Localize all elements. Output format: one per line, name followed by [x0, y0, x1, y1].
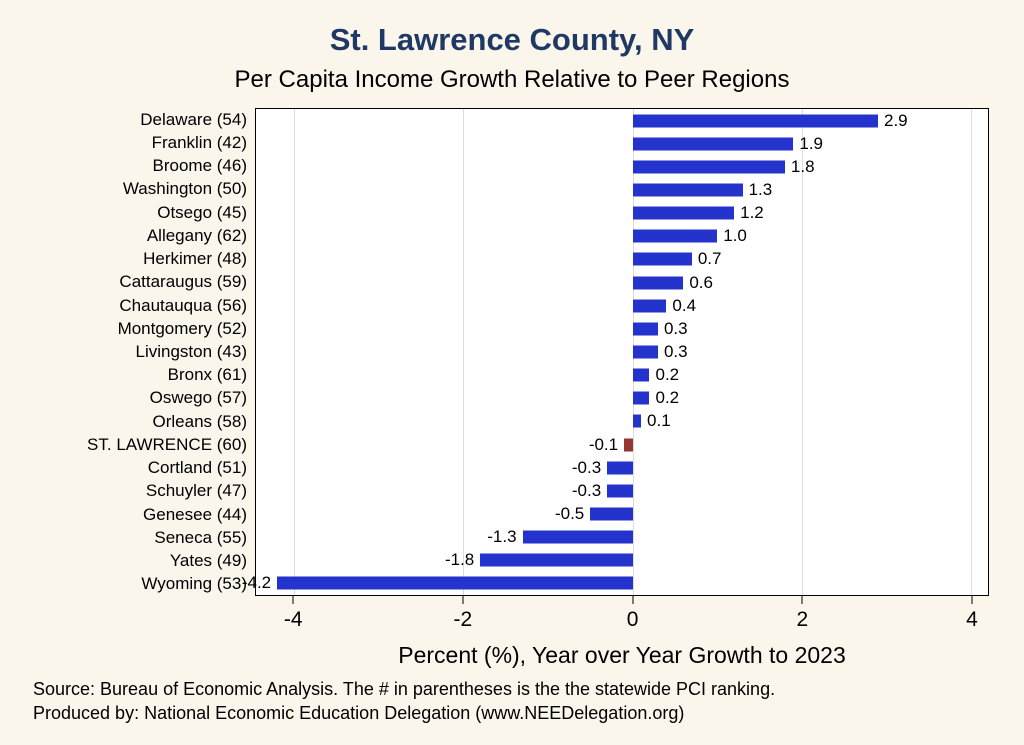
category-label: Orleans (58) — [152, 411, 247, 431]
x-tick-label: -2 — [453, 608, 473, 631]
x-axis-label: Percent (%), Year over Year Growth to 20… — [398, 642, 846, 668]
gridline — [971, 109, 973, 595]
category-label: Franklin (42) — [151, 132, 247, 152]
bar — [607, 484, 633, 498]
category-label: Wyoming (53) — [141, 574, 247, 594]
category-label: Broome (46) — [152, 156, 247, 176]
gridline — [463, 109, 465, 595]
category-label: Allegany (62) — [146, 225, 247, 245]
category-label: Schuyler (47) — [145, 481, 247, 501]
bar — [632, 414, 642, 428]
value-label: 2.9 — [883, 110, 908, 130]
bar — [632, 276, 684, 290]
footer-source: Source: Bureau of Economic Analysis. The… — [33, 679, 776, 699]
footer: Source: Bureau of Economic Analysis. The… — [33, 677, 775, 725]
x-tick — [801, 596, 803, 604]
category-label: Montgomery (52) — [117, 318, 247, 338]
category-label: Otsego (45) — [157, 202, 247, 222]
value-label: -1.3 — [487, 527, 517, 547]
footer-produced-by: Produced by: National Economic Education… — [33, 703, 685, 723]
category-label: Delaware (54) — [140, 109, 247, 129]
category-label: Genesee (44) — [143, 504, 247, 524]
bar — [632, 252, 692, 266]
category-label: ST. LAWRENCE (60) — [87, 434, 247, 454]
x-tick-label: 4 — [966, 608, 978, 631]
x-tick-label: -4 — [283, 608, 303, 631]
gridline — [294, 109, 296, 595]
bar — [590, 507, 633, 521]
value-label: -0.5 — [554, 504, 585, 523]
x-tick — [632, 596, 634, 604]
category-label: Cattaraugus (59) — [119, 272, 247, 292]
gridline — [801, 109, 803, 595]
value-label: 0.1 — [647, 411, 671, 431]
bar-highlight — [624, 438, 633, 452]
bar — [607, 461, 633, 475]
bar — [632, 206, 735, 220]
category-label: Oswego (57) — [149, 388, 247, 408]
value-label: 1.8 — [790, 156, 815, 176]
value-label: -0.3 — [571, 457, 602, 477]
category-label: Herkimer (48) — [143, 249, 247, 269]
value-label: -0.3 — [571, 480, 602, 500]
bar — [632, 299, 667, 313]
bar — [632, 137, 794, 151]
category-label: Yates (49) — [169, 551, 247, 571]
value-label: 0.3 — [663, 342, 688, 361]
value-label: 1.0 — [723, 226, 747, 246]
value-label: -4.2 — [241, 573, 272, 593]
category-label: Chautauqua (56) — [119, 295, 247, 315]
bar — [632, 345, 658, 359]
bar — [632, 322, 658, 336]
bar — [632, 391, 650, 405]
value-label: 0.2 — [655, 365, 680, 385]
category-label: Washington (50) — [122, 179, 247, 199]
x-tick — [971, 596, 973, 604]
category-label: Seneca (55) — [154, 527, 247, 547]
bar — [480, 553, 633, 567]
value-label: -1.8 — [444, 550, 475, 570]
bar — [522, 530, 633, 544]
value-label: 1.9 — [799, 133, 823, 153]
bar — [632, 368, 650, 382]
category-label: Livingston (43) — [135, 342, 247, 361]
x-axis: -4 -2 0 2 4 — [255, 596, 989, 640]
category-label: Cortland (51) — [147, 458, 247, 478]
value-label: 0.2 — [655, 388, 680, 408]
value-label: 0.3 — [663, 318, 688, 338]
bar — [632, 160, 785, 174]
value-label: 0.7 — [697, 249, 722, 269]
value-label: 1.3 — [748, 179, 773, 199]
value-label: 0.6 — [689, 272, 713, 292]
plot-wrap: 2.9 1.9 1.8 1.3 1.2 1.0 0.7 0.6 0.4 0.3 0.3 0.2 0.2 0… — [242, 108, 989, 669]
bar — [632, 229, 718, 243]
chart-title: St. Lawrence County, NY — [329, 22, 695, 57]
x-tick-label: 0 — [626, 608, 639, 631]
value-label: 1.2 — [740, 203, 764, 223]
value-label: 0.4 — [672, 295, 697, 315]
x-tick-label: 2 — [796, 608, 809, 631]
x-tick — [462, 596, 464, 604]
y-axis-labels: Delaware (54) Franklin (42) Broome (46) Was… — [30, 108, 255, 596]
category-label: Bronx (61) — [167, 365, 247, 385]
x-tick — [292, 596, 294, 604]
bar — [632, 114, 878, 128]
value-label: -0.1 — [588, 434, 619, 454]
bar — [277, 576, 633, 590]
chart-body: Delaware (54) Franklin (42) Broome (46) Was… — [30, 108, 989, 669]
bar — [632, 183, 743, 197]
plot-area: 2.9 1.9 1.8 1.3 1.2 1.0 0.7 0.6 0.4 0.3 0.3 0.2 0.2 0… — [242, 108, 989, 596]
chart-subtitle: Per Capita Income Growth Relative to Pee… — [234, 66, 790, 93]
